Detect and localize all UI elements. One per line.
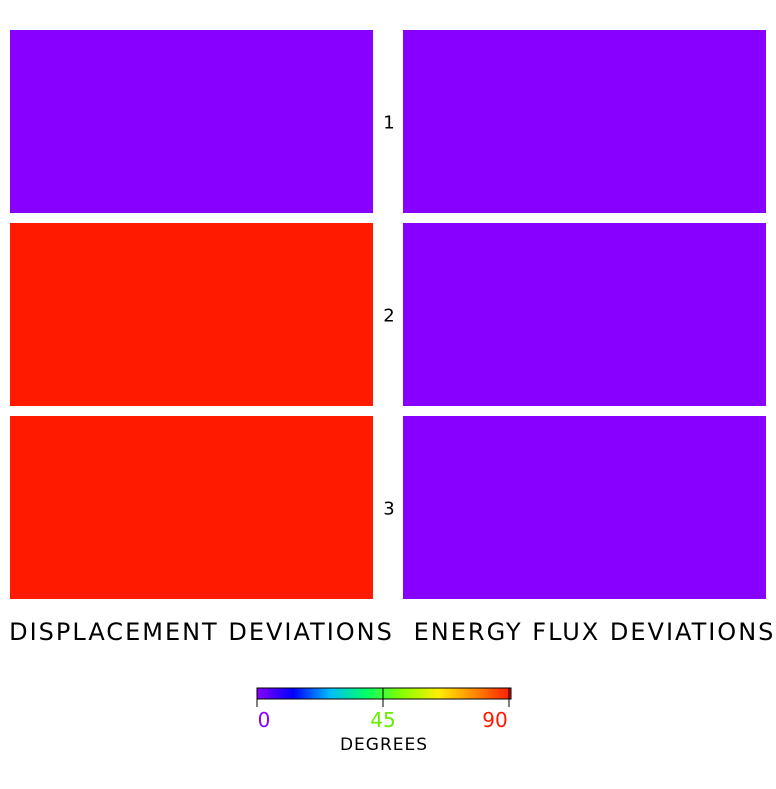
row-label: 2 <box>383 306 394 327</box>
colorbar-tick-label: 90 <box>482 708 507 732</box>
colorbar-tick-label: 0 <box>258 708 271 732</box>
heatmap-cell-row3-col2 <box>403 416 766 599</box>
row-label: 1 <box>383 113 394 134</box>
colorbar-title: DEGREES <box>340 735 428 755</box>
heatmap-cell-row1-col1 <box>10 30 373 213</box>
heatmap-cell-row3-col1 <box>10 416 373 599</box>
column-label: DISPLACEMENT DEVIATIONS <box>9 618 394 646</box>
column-labels: DISPLACEMENT DEVIATIONS ENERGY FLUX DEVIA… <box>9 618 776 646</box>
row-label: 3 <box>383 499 394 520</box>
colorbar: 0 45 90 DEGREES <box>256 687 512 755</box>
colorbar-gradient <box>256 687 512 700</box>
row-labels: 1 2 3 <box>383 113 394 520</box>
heatmap-cell-row2-col1 <box>10 223 373 406</box>
heatmap-panels <box>10 30 766 599</box>
colorbar-ticks: 0 45 90 <box>256 688 510 732</box>
heatmap-cell-row2-col2 <box>403 223 766 406</box>
heatmap-cell-row1-col2 <box>403 30 766 213</box>
column-label: ENERGY FLUX DEVIATIONS <box>414 618 776 646</box>
colorbar-tick-label: 45 <box>370 708 395 732</box>
